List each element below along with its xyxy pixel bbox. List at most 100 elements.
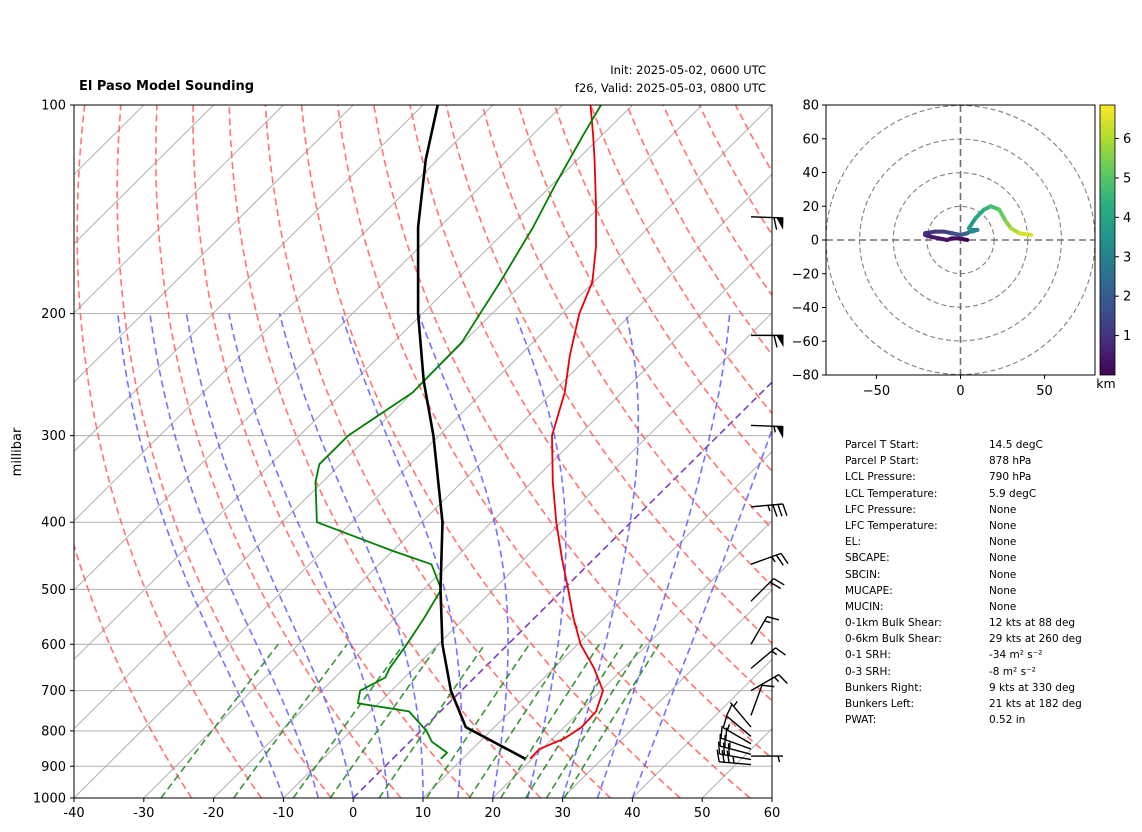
dry-adiabat <box>590 105 772 415</box>
moist-adiabat <box>514 313 567 798</box>
hodograph-y-tick-label: −40 <box>792 301 819 316</box>
colorbar-tick-label: 5 <box>1123 171 1131 186</box>
wind-barb <box>729 700 752 728</box>
mixing-ratio-line <box>563 643 660 798</box>
param-value: None <box>989 519 1017 532</box>
y-tick-label: 100 <box>41 99 66 114</box>
param-value: 14.5 degC <box>989 439 1043 451</box>
mixing-ratio-line <box>292 643 405 798</box>
hodograph-y-tick-label: −60 <box>792 335 819 350</box>
dry-adiabat <box>373 105 772 760</box>
hodograph-x-tick-label: 50 <box>1036 384 1053 399</box>
param-label: Bunkers Left: <box>845 698 915 710</box>
isotherm-line <box>74 105 214 245</box>
param-value: 878 hPa <box>989 455 1032 468</box>
param-label: Bunkers Right: <box>845 681 922 694</box>
moist-adiabat <box>185 313 354 798</box>
wind-barb <box>750 674 788 692</box>
wind-barb <box>750 424 784 439</box>
dry-adiabat <box>228 105 542 798</box>
mixing-ratio-line <box>500 643 601 798</box>
param-label: 0-1km Bulk Shear: <box>845 617 942 630</box>
param-value: -34 m² s⁻² <box>989 649 1043 662</box>
x-tick-label: 0 <box>349 806 357 821</box>
hodograph-segment <box>997 207 1008 224</box>
valid-time: f26, Valid: 2025-05-03, 0800 UTC <box>574 81 766 95</box>
moist-adiabat <box>278 313 424 798</box>
colorbar-tick-label: 6 <box>1123 132 1131 147</box>
dry-adiabat <box>300 105 681 798</box>
param-label: SBCIN: <box>845 568 881 581</box>
wind-barb <box>719 733 752 756</box>
param-label: LFC Pressure: <box>845 503 916 516</box>
hodograph-y-tick-label: 60 <box>802 132 819 147</box>
param-label: LFC Temperature: <box>845 519 938 532</box>
colorbar-unit-label: km <box>1096 376 1115 391</box>
isotherm-line <box>283 312 772 798</box>
moist-adiabat <box>117 313 285 798</box>
x-tick-label: 50 <box>694 806 711 821</box>
isotherm-line <box>74 105 354 383</box>
isotherm-line <box>74 105 494 522</box>
wind-barb <box>716 749 752 766</box>
param-value: None <box>989 584 1017 597</box>
y-axis-label: millibar <box>10 427 25 476</box>
wind-barb <box>750 615 780 645</box>
param-label: LCL Temperature: <box>845 487 938 500</box>
param-value: None <box>989 503 1017 516</box>
wind-barb <box>725 704 752 737</box>
x-tick-label: 10 <box>415 806 432 821</box>
colorbar-tick-label: 3 <box>1123 250 1131 265</box>
isotherm-line <box>632 658 772 798</box>
hodograph-y-tick-label: 80 <box>802 99 819 114</box>
dry-adiabat <box>154 105 402 798</box>
dry-adiabat <box>481 105 772 588</box>
dry-adiabat <box>116 105 332 798</box>
colorbar-tick-label: 4 <box>1123 211 1131 226</box>
hodograph-x-tick-label: 0 <box>956 384 964 399</box>
parcel-profile-line <box>416 105 526 760</box>
mixing-ratio-line <box>545 643 643 798</box>
hodograph-segment <box>1017 231 1034 237</box>
wind-barb <box>750 216 784 230</box>
dewpoint-profile-line <box>314 105 602 760</box>
param-label: EL: <box>845 536 862 549</box>
mixing-ratio-line <box>525 643 624 798</box>
moist-adiabat <box>149 313 320 798</box>
hodograph-y-tick-label: −20 <box>792 267 819 282</box>
moist-adiabat <box>561 313 640 798</box>
dry-adiabat <box>336 105 751 798</box>
colorbar <box>1099 104 1116 376</box>
y-tick-label: 900 <box>41 760 66 775</box>
x-tick-label: 30 <box>554 806 571 821</box>
x-tick-label: -40 <box>63 806 84 821</box>
mixing-ratio-line <box>378 643 486 798</box>
isotherm-line <box>74 105 563 591</box>
mixing-ratio-line <box>329 643 440 798</box>
chart-title: El Paso Model Sounding <box>79 79 255 94</box>
param-value: 9 kts at 330 deg <box>989 681 1076 694</box>
dry-adiabat <box>264 105 611 798</box>
mixing-ratio-line <box>160 643 279 798</box>
y-tick-label: 1000 <box>33 792 66 807</box>
isotherm-line <box>74 105 424 453</box>
wind-barb <box>751 334 784 348</box>
moist-adiabat <box>228 313 389 798</box>
param-label: Parcel P Start: <box>845 455 919 468</box>
dry-adiabat <box>76 105 263 798</box>
isotherm-line <box>422 450 772 798</box>
y-tick-label: 800 <box>41 724 66 739</box>
dry-adiabat <box>409 105 772 702</box>
hodograph-segment <box>966 216 978 231</box>
init-time: Init: 2025-05-02, 0600 UTC <box>610 63 766 77</box>
hodograph-y-tick-label: 40 <box>802 166 819 181</box>
hodograph-y-tick-label: 20 <box>802 200 819 215</box>
dry-adiabat <box>192 105 472 798</box>
param-value: None <box>989 552 1017 565</box>
x-tick-label: 20 <box>485 806 502 821</box>
param-value: None <box>989 600 1017 613</box>
param-value: 790 hPa <box>989 471 1032 484</box>
isotherm-line <box>213 242 772 798</box>
